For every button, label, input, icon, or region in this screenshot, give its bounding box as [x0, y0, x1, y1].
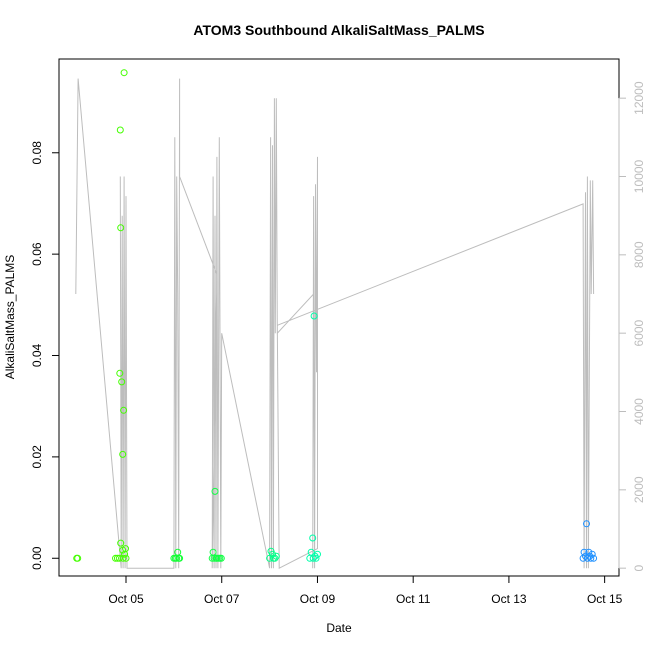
data-point-23	[176, 554, 184, 562]
y-tick-label: 0.02	[30, 445, 44, 469]
data-point-40	[307, 548, 315, 556]
data-point-25	[209, 548, 217, 556]
data-point-9	[118, 378, 126, 386]
x-tick-label: Oct 11	[396, 592, 431, 606]
data-point-38	[272, 552, 280, 560]
data-point-4	[115, 554, 123, 562]
y2-tick-label: 10000	[632, 159, 646, 193]
data-point-10	[119, 450, 127, 458]
data-point-32	[217, 554, 225, 562]
y-axis-right: 0 2000 4000 6000 8000 10000 12000	[618, 81, 646, 572]
data-point-5	[116, 369, 124, 377]
y2-tick-label: 6000	[632, 319, 646, 346]
plot-frame	[58, 58, 620, 577]
data-point-46	[314, 550, 321, 558]
data-point-52	[585, 548, 593, 556]
y-tick-label: 0.06	[30, 242, 44, 266]
data-point-7	[117, 224, 125, 232]
y2-tick-label: 8000	[632, 241, 646, 268]
y2-tick-label: 2000	[632, 476, 646, 503]
y-tick-label: 0.08	[30, 141, 44, 165]
x-tick-label: Oct 15	[587, 592, 623, 606]
data-point-45	[312, 554, 320, 562]
y2-tick-label: 4000	[632, 398, 646, 425]
x-tick-label: Oct 13	[491, 592, 527, 606]
altitude-line-layer	[75, 78, 595, 570]
data-point-16	[122, 545, 129, 553]
x-axis-title: Date	[326, 621, 352, 635]
y-axis-title: AlkaliSaltMass_PALMS	[3, 255, 17, 380]
altitude-series-line	[75, 78, 595, 570]
y2-tick-label: 0	[632, 565, 646, 572]
data-point-56	[590, 554, 598, 562]
data-point-13	[120, 406, 128, 414]
data-point-2	[112, 554, 119, 562]
data-point-50	[583, 520, 590, 528]
data-point-27	[211, 487, 219, 495]
data-point-14	[120, 69, 128, 77]
data-point-55	[588, 550, 596, 558]
data-point-48	[580, 548, 588, 556]
scatter-points-layer	[73, 69, 598, 562]
y-tick-label: 0.00	[30, 546, 44, 570]
y-tick-label: 0.04	[30, 344, 44, 368]
data-point-41	[309, 534, 317, 542]
data-point-6	[116, 126, 124, 134]
data-point-43	[310, 312, 318, 320]
data-point-12	[119, 554, 127, 562]
x-tick-label: Oct 09	[300, 592, 336, 606]
data-point-8	[117, 539, 125, 547]
data-point-42	[309, 554, 317, 562]
data-point-1	[74, 554, 82, 562]
data-point-54	[587, 554, 595, 562]
x-axis: Oct 05 Oct 07 Oct 09 Oct 11 Oct 13 Oct 15	[108, 576, 623, 606]
data-point-17	[122, 554, 130, 562]
y2-tick-label: 12000	[632, 81, 646, 115]
x-tick-label: Oct 05	[108, 592, 144, 606]
chart-title: ATOM3 Southbound AlkaliSaltMass_PALMS	[193, 22, 484, 38]
y-axis-left: 0.00 0.02 0.04 0.06 0.08	[30, 141, 59, 570]
x-tick-label: Oct 07	[204, 592, 240, 606]
